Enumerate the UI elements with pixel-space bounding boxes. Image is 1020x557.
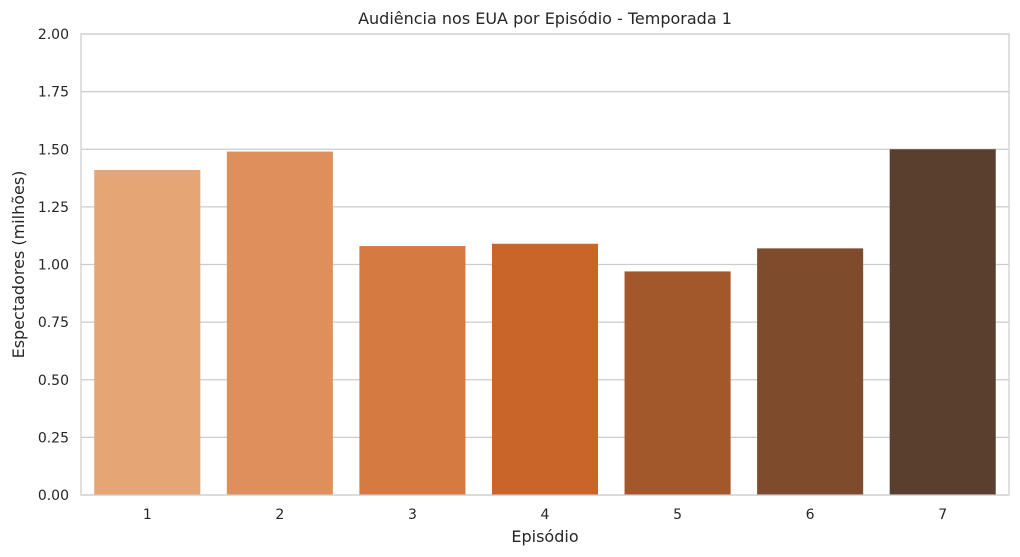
x-tick-label: 2 [275, 507, 284, 523]
plot-frame [80, 33, 1010, 496]
y-tick-label: 2.00 [38, 27, 69, 43]
bar-episode-5 [624, 271, 731, 495]
bar-episode-6 [757, 248, 864, 495]
x-tick-label: 1 [143, 507, 152, 523]
y-axis-title: Espectadores (milhões) [9, 171, 28, 359]
bars [94, 149, 996, 495]
bar-episode-4 [491, 243, 599, 495]
y-tick-label: 0.00 [38, 488, 69, 504]
y-tick-label: 0.75 [38, 315, 69, 331]
x-tick-label: 3 [408, 507, 417, 523]
x-tick-label: 4 [541, 507, 550, 523]
chart-title: Audiência nos EUA por Episódio - Tempora… [358, 9, 732, 28]
x-tick-label: 5 [673, 507, 682, 523]
x-tick-label: 7 [938, 507, 947, 523]
y-tick-labels: 0.00 0.25 0.50 0.75 1.00 1.25 1.50 1.75 2.00 [38, 27, 69, 504]
bar-episode-2 [226, 151, 333, 495]
y-tick-label: 1.75 [38, 85, 69, 101]
y-tick-label: 0.25 [38, 430, 69, 446]
y-tick-label: 0.50 [38, 373, 69, 389]
x-tick-label: 6 [806, 507, 815, 523]
bar-episode-7 [889, 149, 996, 495]
y-tick-label: 1.50 [38, 142, 69, 158]
x-axis-title: Episódio [511, 527, 578, 546]
x-tick-labels: 1 2 3 4 5 6 7 [143, 507, 947, 523]
y-tick-label: 1.25 [38, 200, 69, 216]
y-tick-label: 1.00 [38, 258, 69, 274]
bar-episode-1 [94, 169, 201, 495]
bar-episode-3 [359, 246, 466, 495]
